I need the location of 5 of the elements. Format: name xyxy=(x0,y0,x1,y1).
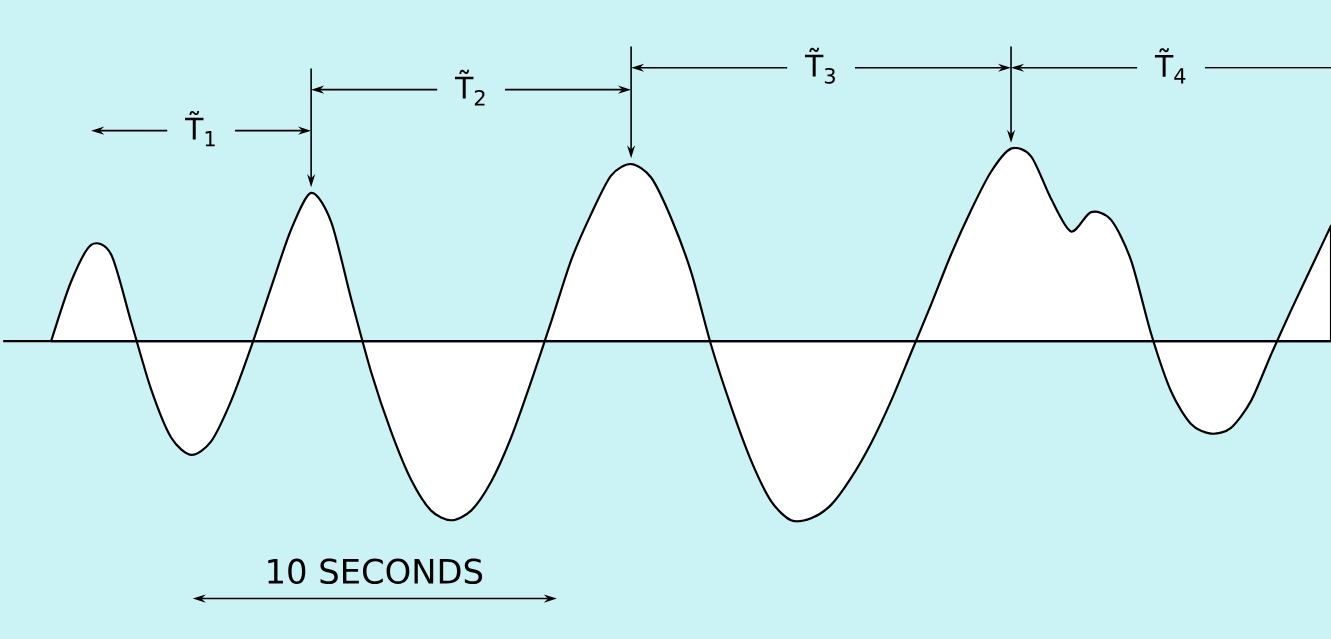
text: 10 SECONDS xyxy=(268,558,483,584)
text: T̃$_{4}$ xyxy=(1154,47,1186,84)
text: T̃$_{1}$ xyxy=(185,110,215,147)
text: T̃$_{2}$ xyxy=(455,69,485,106)
text: T̃$_{3}$ xyxy=(804,47,835,84)
